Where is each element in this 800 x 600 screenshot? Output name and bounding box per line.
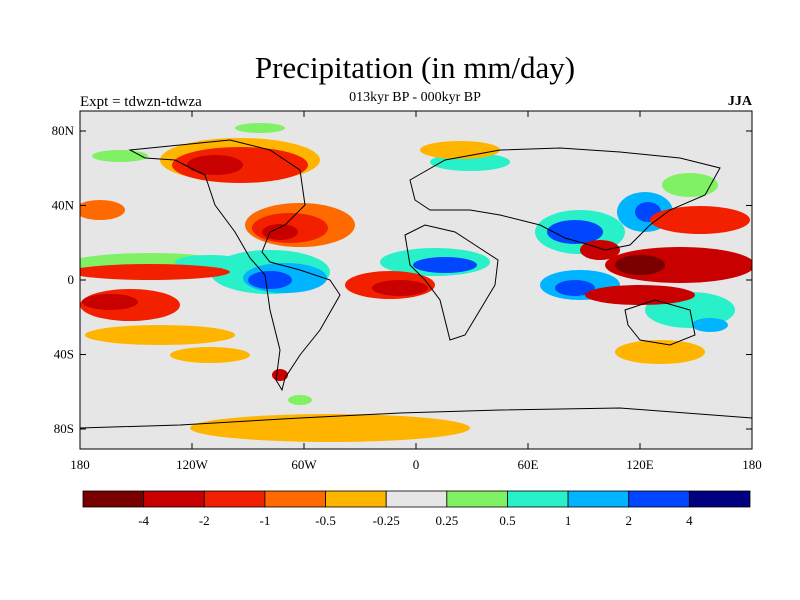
dry-anomalies [80, 138, 752, 442]
dry-blob [82, 294, 138, 310]
lat-tick-label: 80N [52, 123, 75, 138]
lon-tick-label: 60W [291, 457, 317, 472]
colorbar-swatch [628, 490, 690, 508]
dry-blob [615, 340, 705, 364]
lon-tick-label: 180 [742, 457, 762, 472]
colorbar-tick-label: -2 [199, 513, 210, 528]
wet-blob [235, 123, 285, 133]
colorbar-tick-label: -0.5 [315, 513, 336, 528]
dry-blob-bay-of-bengal [580, 240, 620, 260]
latitude-axis: 80N 40N 0 40S 80S [52, 123, 752, 436]
colorbar-tick-label: 0.5 [499, 513, 515, 528]
colorbar-swatch [567, 490, 630, 508]
dry-blob-arctic [420, 141, 500, 159]
longitude-axis: 180 120W 60W 0 60E 120E 180 [70, 111, 762, 472]
colorbar-swatch [385, 490, 448, 508]
coastline-antarctica [80, 407, 752, 429]
dry-blob-southern-ocean [190, 414, 470, 442]
wet-blob-north-pacific [662, 173, 718, 197]
colorbar-swatch [143, 490, 205, 508]
lat-tick-label: 40S [54, 347, 74, 362]
colorbar-swatch [507, 490, 569, 508]
lon-tick-label: 60E [518, 457, 539, 472]
colorbar-tick-label: 2 [625, 513, 632, 528]
chart-subtitle: 013kyr BP - 000kyr BP [349, 90, 481, 105]
wet-blob-alaska [92, 150, 148, 162]
dry-blob [187, 155, 243, 175]
colorbar-tick-label: 1 [565, 513, 572, 528]
colorbar-tick-label: -4 [138, 513, 149, 528]
colorbar-tick-label: 0.25 [435, 513, 458, 528]
colorbar-swatch [446, 490, 508, 508]
dry-blob [372, 280, 428, 296]
lon-tick-label: 120W [176, 457, 209, 472]
wet-blob [248, 271, 292, 289]
lat-tick-label: 80S [54, 421, 74, 436]
map-area [79, 110, 753, 450]
colorbar-swatch [688, 490, 751, 508]
lon-tick-label: 120E [626, 457, 654, 472]
colorbar-tick-label: -0.25 [373, 513, 400, 528]
lon-tick-label: 0 [413, 457, 420, 472]
dry-blob [262, 224, 298, 240]
colorbar-swatch [82, 490, 145, 508]
dry-blob [85, 325, 235, 345]
season-label: JJA [727, 94, 752, 109]
dry-blob [80, 200, 125, 220]
wet-blob [692, 318, 728, 332]
chart-title: Precipitation (in mm/day) [254, 50, 576, 85]
lat-tick-label: 0 [68, 272, 75, 287]
wet-blob [413, 257, 477, 273]
colorbar-tick-label: -1 [259, 513, 270, 528]
coastline-australia [624, 299, 696, 346]
precip-anomaly-field [80, 123, 752, 442]
colorbar: -4 -2 -1 -0.5 -0.25 0.25 0.5 1 2 4 [82, 490, 751, 528]
wet-blob [555, 280, 595, 296]
coastlines [80, 139, 752, 429]
coastline-americas [128, 139, 341, 392]
dry-blob-west-pacific [650, 206, 750, 234]
coastline-eurasia [409, 147, 721, 251]
lat-tick-label: 40N [52, 198, 75, 213]
dry-blob-equatorial-pacific [80, 264, 230, 280]
wet-blob [547, 220, 603, 244]
experiment-label: Expt = tdwzn-tdwza [80, 94, 202, 110]
wet-blob [288, 395, 312, 405]
dry-blob [585, 285, 695, 305]
lon-tick-label: 180 [70, 457, 90, 472]
colorbar-swatch [264, 490, 326, 508]
coastline-africa [404, 224, 499, 341]
dry-blob [272, 369, 288, 381]
colorbar-swatch [325, 490, 387, 508]
dry-blob [615, 255, 665, 275]
colorbar-tick-label: 4 [686, 513, 693, 528]
colorbar-swatch [203, 490, 266, 508]
dry-blob [170, 347, 250, 363]
